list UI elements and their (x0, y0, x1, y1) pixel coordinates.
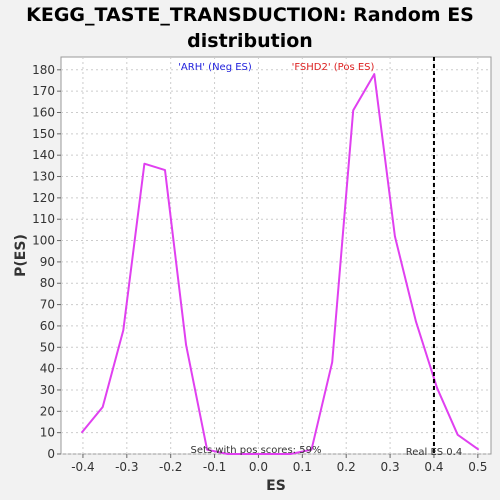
y-tick-label: 90 (40, 255, 55, 269)
x-axis-title: ES (266, 478, 286, 494)
y-axis-ticks: 0 10 20 30 40 50 60 70 80 90 100 110 120 130 140 150 160… (32, 63, 61, 461)
y-tick-label: 160 (32, 105, 55, 119)
real-es-label: Real ES 0.4 (406, 447, 462, 458)
x-tick-label: 0.3 (381, 460, 400, 474)
grid (61, 57, 491, 455)
y-tick-label: 20 (40, 404, 55, 418)
y-tick-label: 10 (40, 426, 55, 440)
x-tick-label: 0.2 (337, 460, 356, 474)
y-tick-label: 140 (32, 148, 55, 162)
pos-scores-label: Sets with pos scores: 59% (191, 445, 322, 456)
x-tick-label: 0.1 (293, 460, 312, 474)
series-layer (80, 73, 480, 455)
neg-es-label: 'ARH' (Neg ES) (178, 62, 252, 73)
chart-title-line1: KEGG_TASTE_TRANSDUCTION: Random ES (26, 4, 474, 26)
y-axis-title: P(ES) (13, 234, 29, 277)
x-tick-label: -0.2 (159, 460, 182, 474)
y-tick-label: 70 (40, 298, 55, 312)
plot-area (60, 56, 492, 455)
y-tick-label: 100 (32, 234, 55, 248)
y-tick-label: 60 (40, 319, 55, 333)
y-tick-label: 50 (40, 340, 55, 354)
y-tick-label: 40 (40, 362, 55, 376)
y-tick-label: 180 (32, 63, 55, 77)
series-line (80, 73, 480, 455)
y-tick-label: 130 (32, 170, 55, 184)
y-tick-label: 0 (47, 447, 55, 461)
pos-es-label: 'FSHD2' (Pos ES) (292, 62, 375, 73)
x-tick-label: 0.0 (249, 460, 268, 474)
y-tick-label: 120 (32, 191, 55, 205)
chart-title-line2: distribution (187, 30, 313, 52)
y-tick-label: 170 (32, 84, 55, 98)
y-tick-label: 150 (32, 127, 55, 141)
y-tick-label: 110 (32, 212, 55, 226)
x-axis-ticks: -0.4 -0.3 -0.2 -0.1 0.0 0.1 0.2 0.3 0.4 0.5 (71, 454, 487, 474)
x-tick-label: -0.3 (115, 460, 138, 474)
y-tick-label: 30 (40, 383, 55, 397)
x-tick-label: -0.4 (71, 460, 94, 474)
x-tick-label: -0.1 (203, 460, 226, 474)
chart-title: KEGG_TASTE_TRANSDUCTION: Random ES distr… (0, 2, 500, 54)
x-tick-label: 0.4 (424, 460, 443, 474)
x-tick-label: 0.5 (468, 460, 487, 474)
y-tick-label: 80 (40, 276, 55, 290)
